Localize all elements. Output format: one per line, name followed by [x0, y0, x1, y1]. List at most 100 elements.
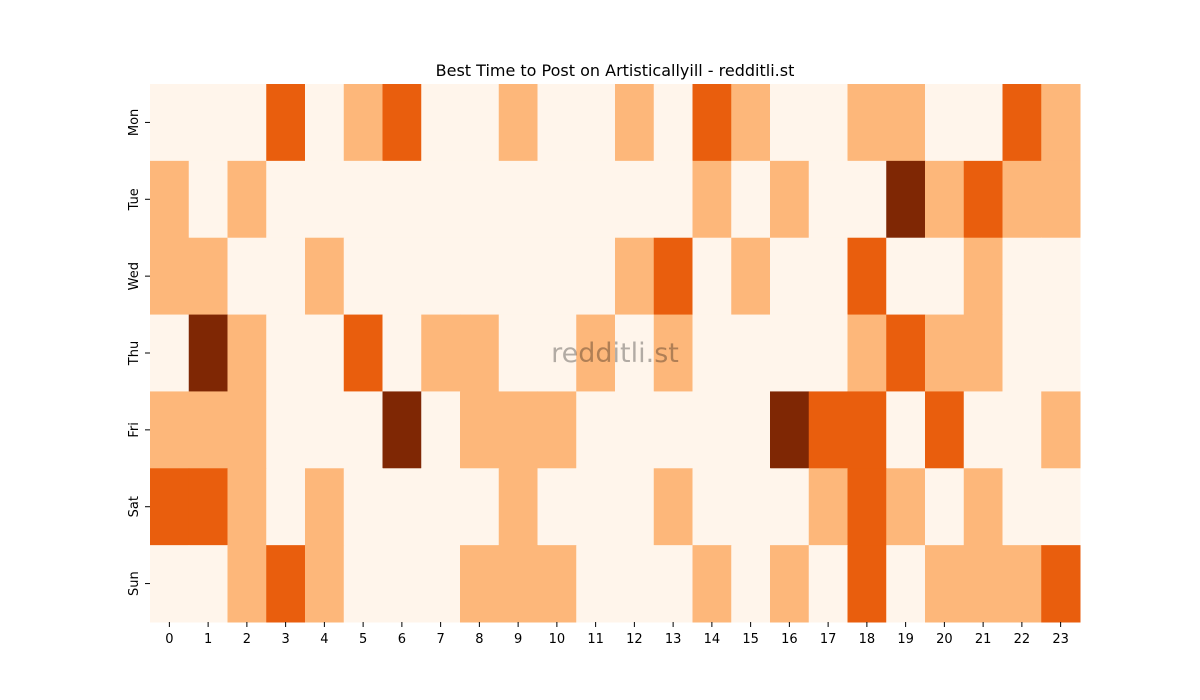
heatmap-cell	[576, 314, 616, 392]
x-tick-label: 5	[359, 632, 367, 647]
heatmap-cell	[925, 391, 965, 469]
heatmap-cell	[1041, 391, 1081, 469]
x-tick-label: 4	[320, 632, 328, 647]
heatmap-cell	[963, 314, 1003, 392]
x-tick-label: 20	[936, 632, 953, 647]
heatmap-cell	[576, 391, 616, 469]
heatmap-cell	[886, 84, 926, 162]
heatmap-cell	[1041, 160, 1081, 239]
heatmap-cell	[150, 237, 190, 316]
x-tick-label: 22	[1014, 632, 1031, 647]
heatmap-cells	[150, 84, 1081, 623]
heatmap-cell	[498, 468, 538, 546]
heatmap-cell	[576, 160, 616, 239]
heatmap-cell	[731, 545, 771, 623]
heatmap-cell	[305, 314, 345, 392]
heatmap-cell	[460, 545, 500, 623]
heatmap-cell	[615, 468, 655, 546]
heatmap-cell	[653, 84, 693, 162]
heatmap-cell	[266, 391, 306, 469]
heatmap-cell	[150, 84, 190, 162]
x-tick-label: 16	[781, 632, 798, 647]
heatmap-cell	[1041, 314, 1081, 392]
heatmap-cell	[227, 237, 267, 316]
x-tick-label: 0	[165, 632, 173, 647]
x-tick-label: 17	[820, 632, 837, 647]
x-tick-label: 6	[398, 632, 406, 647]
heatmap-cell	[692, 160, 732, 239]
heatmap-cell	[770, 160, 810, 239]
heatmap-cell	[615, 84, 655, 162]
heatmap-cell	[266, 314, 306, 392]
heatmap-cell	[1002, 391, 1042, 469]
heatmap-cell	[576, 468, 616, 546]
x-tick-label: 11	[587, 632, 604, 647]
heatmap-cell	[382, 391, 422, 469]
y-tick-label: Wed	[127, 262, 142, 290]
heatmap-cell	[1002, 545, 1042, 623]
x-tick-label: 3	[281, 632, 289, 647]
heatmap-cell	[615, 237, 655, 316]
heatmap-cell	[653, 237, 693, 316]
heatmap-cell	[537, 237, 577, 316]
heatmap-cell	[305, 237, 345, 316]
heatmap-cell	[615, 545, 655, 623]
heatmap-cell	[421, 314, 461, 392]
heatmap-cell	[150, 468, 190, 546]
heatmap-cell	[188, 468, 228, 546]
heatmap-cell	[227, 84, 267, 162]
chart-title: Best Time to Post on Artisticallyill - r…	[436, 61, 795, 80]
heatmap-cell	[615, 314, 655, 392]
heatmap-cell	[150, 545, 190, 623]
heatmap-cell	[498, 391, 538, 469]
heatmap-cell	[537, 391, 577, 469]
heatmap-cell	[731, 84, 771, 162]
heatmap-cell	[847, 84, 887, 162]
heatmap-cell	[886, 468, 926, 546]
heatmap-cell	[498, 314, 538, 392]
heatmap-cell	[1002, 468, 1042, 546]
heatmap-cell	[188, 160, 228, 239]
heatmap-cell	[498, 160, 538, 239]
x-tick-label: 23	[1052, 632, 1069, 647]
heatmap-cell	[1002, 237, 1042, 316]
heatmap-cell	[692, 314, 732, 392]
heatmap-cell	[886, 237, 926, 316]
heatmap-cell	[305, 468, 345, 546]
heatmap-cell	[847, 237, 887, 316]
heatmap-cell	[1041, 84, 1081, 162]
heatmap-cell	[963, 237, 1003, 316]
heatmap-cell	[925, 468, 965, 546]
heatmap-cell	[886, 545, 926, 623]
heatmap-cell	[886, 314, 926, 392]
y-tick-label: Sun	[127, 571, 142, 596]
heatmap-cell	[305, 160, 345, 239]
heatmap-cell	[460, 160, 500, 239]
heatmap-cell	[382, 160, 422, 239]
heatmap-cell	[421, 391, 461, 469]
heatmap-cell	[731, 314, 771, 392]
x-tick-label: 15	[742, 632, 759, 647]
heatmap-cell	[266, 545, 306, 623]
heatmap-cell	[692, 545, 732, 623]
heatmap-cell	[537, 84, 577, 162]
heatmap-cell	[150, 314, 190, 392]
heatmap-cell	[692, 84, 732, 162]
heatmap-cell	[925, 237, 965, 316]
heatmap-cell	[266, 468, 306, 546]
heatmap-cell	[963, 545, 1003, 623]
heatmap-cell	[576, 84, 616, 162]
heatmap-cell	[421, 160, 461, 239]
heatmap-cell	[382, 468, 422, 546]
heatmap-cell	[692, 468, 732, 546]
heatmap-cell	[382, 84, 422, 162]
heatmap-cell	[770, 391, 810, 469]
heatmap-cell	[188, 237, 228, 316]
y-tick-label: Thu	[127, 341, 142, 366]
heatmap-cell	[847, 391, 887, 469]
heatmap-cell	[692, 237, 732, 316]
heatmap-cell	[653, 314, 693, 392]
x-tick-label: 9	[514, 632, 522, 647]
heatmap-cell	[808, 314, 848, 392]
